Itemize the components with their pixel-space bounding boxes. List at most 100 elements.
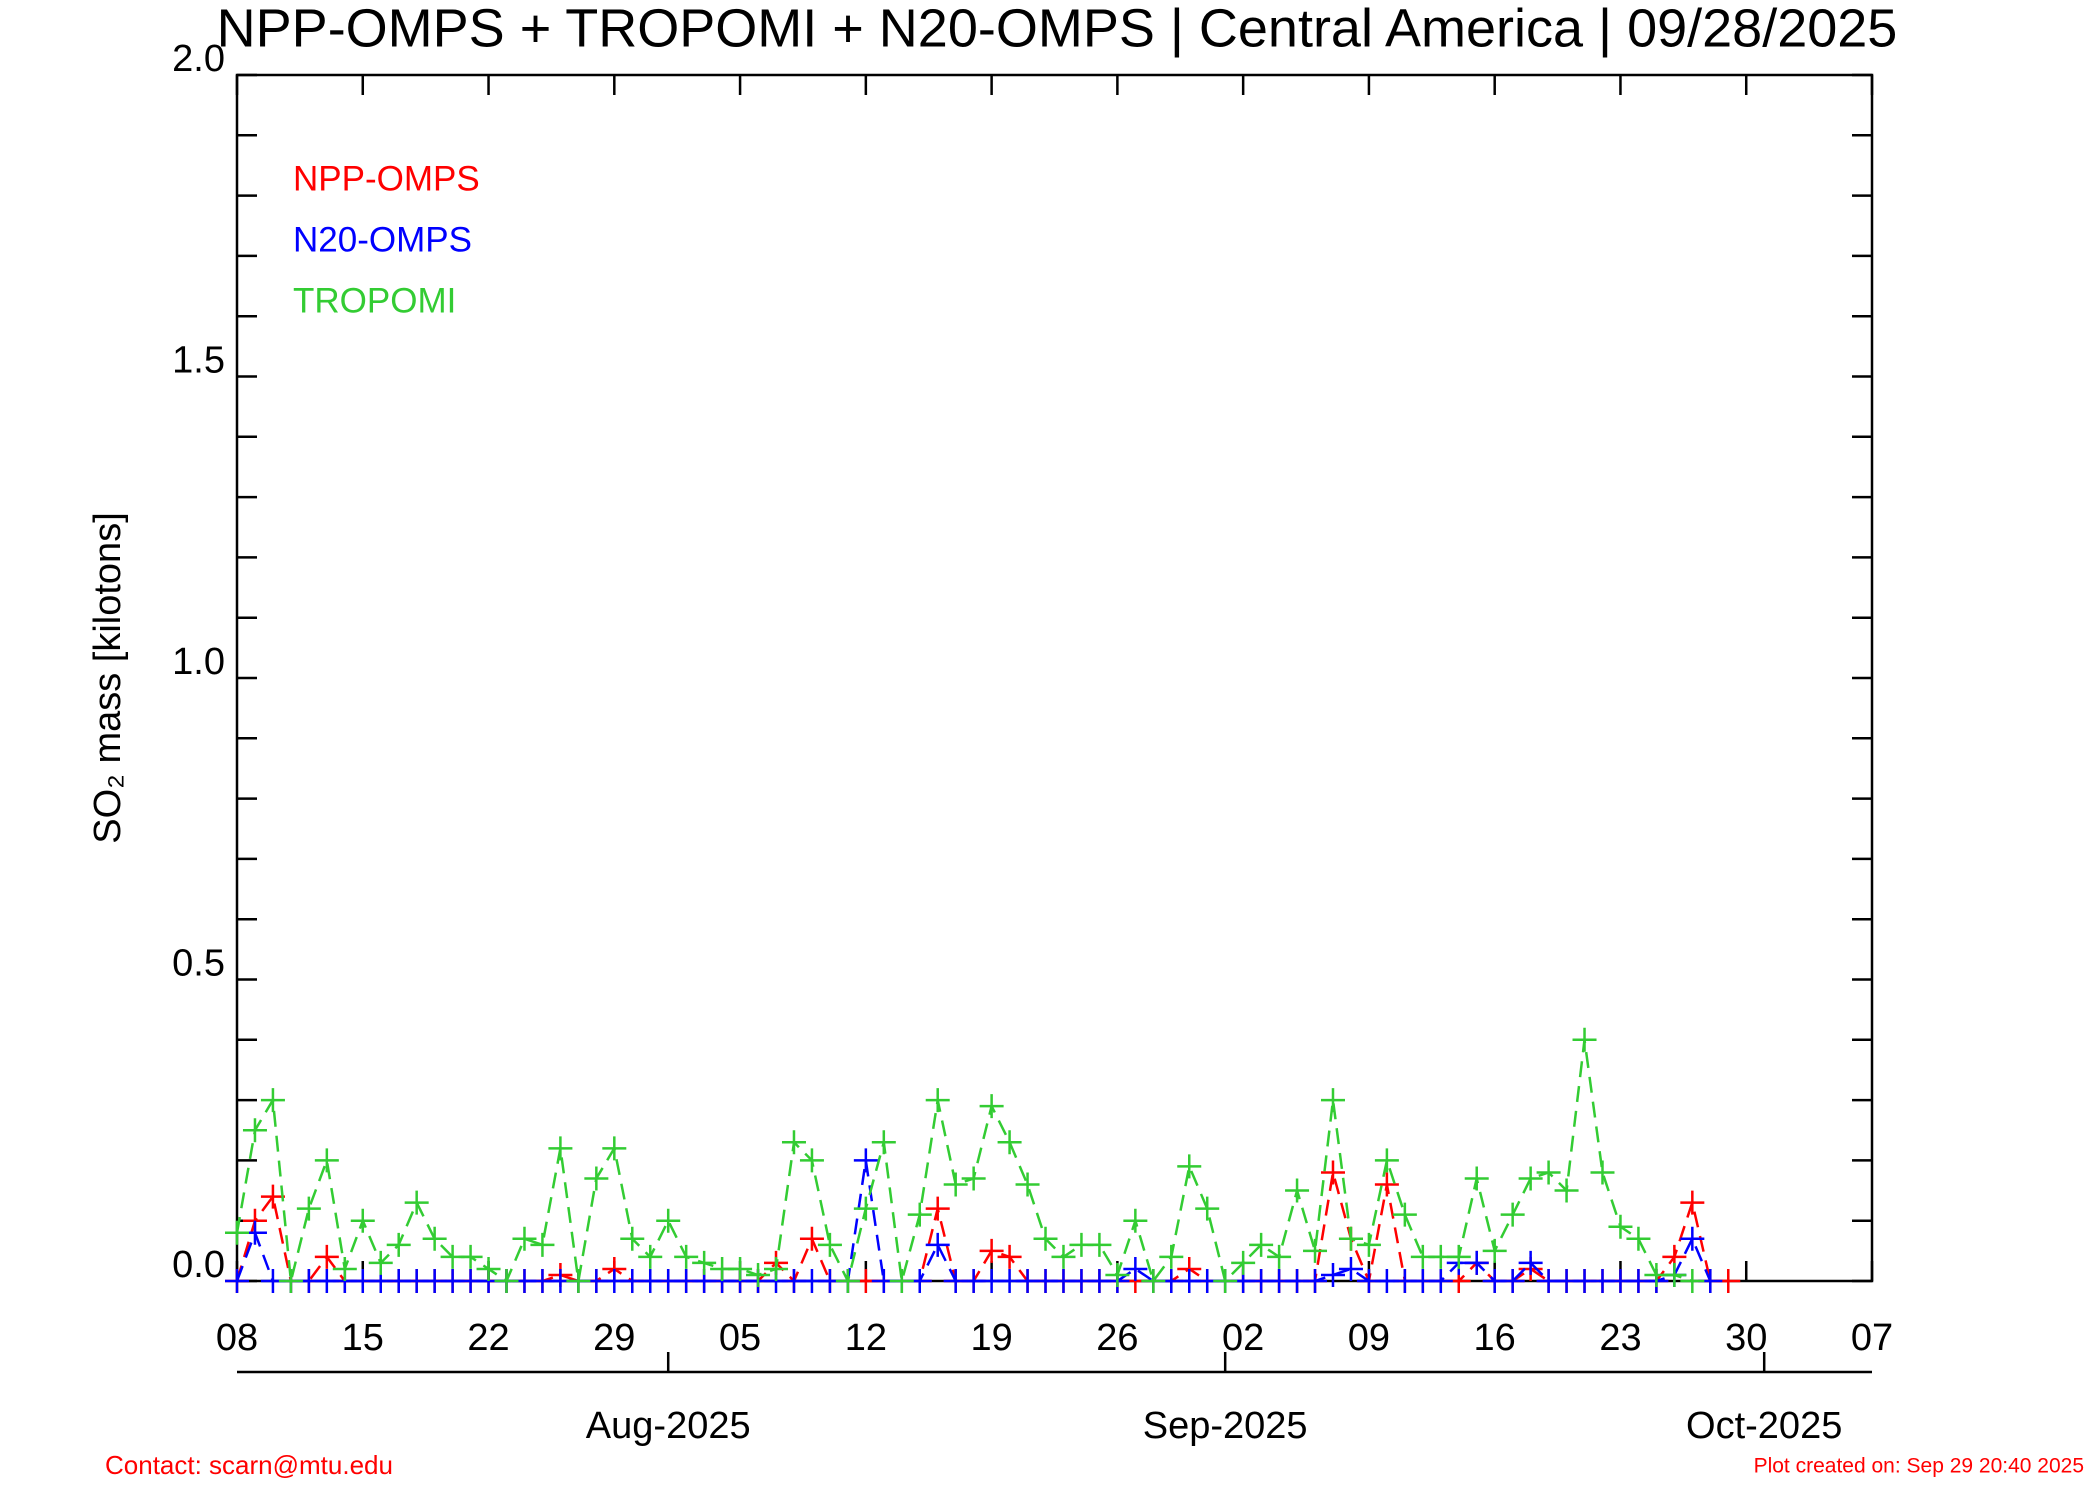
plus-marker <box>907 1202 932 1227</box>
plus-marker <box>314 1244 339 1269</box>
plus-marker <box>1338 1226 1363 1251</box>
plus-marker <box>260 1184 285 1209</box>
plus-marker <box>925 1196 950 1221</box>
plus-marker <box>1320 1160 1345 1185</box>
series-line <box>235 1172 1729 1286</box>
plus-marker <box>728 1256 753 1281</box>
plus-marker <box>422 1226 447 1251</box>
plus-marker <box>961 1166 986 1191</box>
plus-marker <box>979 1094 1004 1119</box>
x-tick-label: 23 <box>1599 1317 1641 1359</box>
plus-marker <box>1518 1166 1543 1191</box>
plus-marker <box>835 1269 860 1293</box>
chart-title: NPP-OMPS + TROPOMI + N20-OMPS | Central … <box>217 0 1898 58</box>
plus-marker <box>1590 1160 1615 1185</box>
plus-marker <box>225 1220 249 1245</box>
plus-marker <box>889 1269 914 1293</box>
x-tick-label: 08 <box>216 1317 258 1359</box>
plus-marker <box>458 1244 483 1269</box>
x-tick-label: 05 <box>719 1317 761 1359</box>
plus-marker <box>404 1190 429 1215</box>
x-tick-label: 26 <box>1096 1317 1138 1359</box>
plus-marker <box>638 1244 663 1269</box>
month-label: Oct-2025 <box>1686 1405 1842 1447</box>
plus-marker <box>997 1130 1022 1155</box>
y-tick-label: 0.5 <box>172 943 225 985</box>
plus-marker <box>225 1269 249 1293</box>
plus-marker <box>979 1238 1004 1263</box>
plus-marker <box>1464 1250 1489 1275</box>
plus-marker <box>530 1232 555 1257</box>
plus-marker <box>1249 1232 1274 1257</box>
plus-marker <box>1320 1088 1345 1113</box>
plus-marker <box>1159 1244 1184 1269</box>
plus-marker <box>1626 1226 1651 1251</box>
plus-marker <box>1338 1256 1363 1281</box>
plus-marker <box>1320 1262 1345 1287</box>
plus-marker <box>746 1262 771 1287</box>
x-tick-label: 07 <box>1851 1317 1893 1359</box>
plus-marker <box>566 1269 591 1293</box>
plus-marker <box>1680 1190 1705 1215</box>
plus-marker <box>853 1196 878 1221</box>
x-tick-label: 29 <box>593 1317 635 1359</box>
plus-marker <box>1482 1238 1507 1263</box>
plus-marker <box>1123 1256 1148 1281</box>
plus-marker <box>1123 1208 1148 1233</box>
plus-marker <box>817 1232 842 1257</box>
plus-marker <box>1374 1148 1399 1173</box>
plus-marker <box>1087 1232 1112 1257</box>
plus-marker <box>1141 1269 1166 1293</box>
plus-marker <box>1428 1269 1453 1293</box>
x-tick-label: 22 <box>467 1317 509 1359</box>
plus-marker <box>584 1166 609 1191</box>
plus-marker <box>278 1269 303 1293</box>
plus-marker <box>620 1226 645 1251</box>
plus-marker <box>1392 1202 1417 1227</box>
plus-marker <box>799 1226 824 1251</box>
created-note: Plot created on: Sep 29 20:40 2025 <box>1754 1455 2084 1478</box>
legend-label: N20-OMPS <box>293 220 472 259</box>
plus-marker <box>1356 1232 1381 1257</box>
plus-marker <box>1033 1226 1058 1251</box>
y-axis-label: SO₂ mass [kilotons] <box>87 512 129 844</box>
plus-marker <box>1680 1269 1705 1293</box>
plus-marker <box>853 1148 878 1173</box>
plus-marker <box>1500 1202 1525 1227</box>
x-tick-label: 15 <box>342 1317 384 1359</box>
y-tick-label: 1.5 <box>172 340 225 382</box>
plus-marker <box>1303 1269 1328 1293</box>
plus-marker <box>1051 1244 1076 1269</box>
plus-marker <box>1662 1262 1687 1287</box>
contact: Contact: scarn@mtu.edu <box>105 1450 393 1480</box>
plus-marker <box>656 1208 681 1233</box>
series-line <box>235 1039 1693 1285</box>
plus-marker <box>1464 1166 1489 1191</box>
plus-marker <box>476 1256 501 1281</box>
plus-marker <box>314 1148 339 1173</box>
plus-marker <box>548 1136 573 1161</box>
plus-marker <box>674 1244 699 1269</box>
plus-marker <box>943 1172 968 1197</box>
plus-marker <box>1213 1269 1238 1293</box>
month-label: Sep-2025 <box>1143 1405 1308 1447</box>
x-tick-label: 30 <box>1725 1317 1767 1359</box>
plot-frame <box>235 73 1874 1283</box>
plus-marker <box>1374 1172 1399 1197</box>
month-label: Aug-2025 <box>586 1405 751 1447</box>
plus-marker <box>1572 1027 1597 1052</box>
plus-marker <box>1680 1226 1705 1251</box>
plus-marker <box>1177 1154 1202 1179</box>
plus-marker <box>1105 1262 1130 1287</box>
plus-marker <box>1195 1196 1220 1221</box>
plus-marker <box>1267 1244 1292 1269</box>
x-tick-label: 19 <box>970 1317 1012 1359</box>
plus-marker <box>386 1232 411 1257</box>
y-tick-label: 1.0 <box>172 641 225 683</box>
plus-marker <box>1231 1250 1256 1275</box>
plus-marker <box>1608 1214 1633 1239</box>
plus-marker <box>368 1250 393 1275</box>
x-tick-label: 16 <box>1474 1317 1516 1359</box>
